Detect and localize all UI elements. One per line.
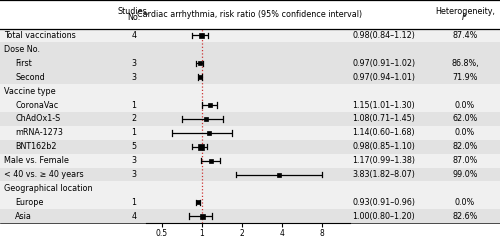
Text: 3: 3 — [132, 59, 136, 68]
Text: ChAdOx1-S: ChAdOx1-S — [15, 114, 60, 124]
Bar — [0, 126, 500, 140]
Text: 4: 4 — [132, 31, 136, 40]
Text: 1.08(0.71–1.45): 1.08(0.71–1.45) — [352, 114, 416, 124]
Bar — [0, 29, 500, 42]
Text: 3: 3 — [132, 73, 136, 82]
Text: 1: 1 — [132, 198, 136, 207]
Bar — [0, 154, 500, 168]
Text: I²: I² — [462, 13, 468, 22]
Text: Studies,: Studies, — [118, 7, 150, 16]
Bar — [0, 195, 500, 209]
Bar — [0, 42, 500, 56]
Bar — [0, 29, 500, 223]
Text: 3: 3 — [132, 170, 136, 179]
Bar — [0, 112, 500, 126]
Text: 5: 5 — [132, 142, 136, 151]
Text: BNT162b2: BNT162b2 — [15, 142, 56, 151]
Text: 87.4%: 87.4% — [452, 31, 477, 40]
Text: First: First — [15, 59, 32, 68]
Bar — [0, 209, 500, 223]
Text: 0.0%: 0.0% — [455, 198, 475, 207]
Text: 87.0%: 87.0% — [452, 156, 477, 165]
Text: 0.98(0.84–1.12): 0.98(0.84–1.12) — [352, 31, 416, 40]
Text: 1.00(0.80–1.20): 1.00(0.80–1.20) — [352, 212, 415, 221]
Text: 82.0%: 82.0% — [452, 142, 477, 151]
Text: 62.0%: 62.0% — [452, 114, 477, 124]
Text: No.: No. — [128, 13, 140, 22]
Bar — [0, 84, 500, 98]
Text: 99.0%: 99.0% — [452, 170, 478, 179]
Text: Heterogeneity,: Heterogeneity, — [435, 7, 495, 16]
Bar — [0, 70, 500, 84]
Text: 0.93(0.91–0.96): 0.93(0.91–0.96) — [352, 198, 416, 207]
Text: 0.97(0.94–1.01): 0.97(0.94–1.01) — [352, 73, 416, 82]
Text: 2: 2 — [132, 114, 136, 124]
Text: CoronaVac: CoronaVac — [15, 100, 58, 110]
Text: 3.83(1.82–8.07): 3.83(1.82–8.07) — [352, 170, 416, 179]
Text: 1.17(0.99–1.38): 1.17(0.99–1.38) — [352, 156, 416, 165]
Text: 71.9%: 71.9% — [452, 73, 478, 82]
Text: 0.97(0.91–1.02): 0.97(0.91–1.02) — [352, 59, 416, 68]
Text: 0.0%: 0.0% — [455, 100, 475, 110]
Text: Cardiac arrhythmia, risk ratio (95% confidence interval): Cardiac arrhythmia, risk ratio (95% conf… — [136, 10, 362, 19]
Text: 82.6%: 82.6% — [452, 212, 477, 221]
Text: < 40 vs. ≥ 40 years: < 40 vs. ≥ 40 years — [4, 170, 84, 179]
Text: Total vaccinations: Total vaccinations — [4, 31, 76, 40]
Text: 1: 1 — [132, 100, 136, 110]
Bar — [0, 98, 500, 112]
Text: Male vs. Female: Male vs. Female — [4, 156, 69, 165]
Text: Europe: Europe — [15, 198, 44, 207]
Text: 3: 3 — [132, 156, 136, 165]
Text: 1.14(0.60–1.68): 1.14(0.60–1.68) — [352, 128, 415, 137]
Text: 86.8%,: 86.8%, — [451, 59, 479, 68]
Bar — [0, 140, 500, 154]
Bar — [0, 168, 500, 182]
Text: Dose No.: Dose No. — [4, 45, 40, 54]
Text: Geographical location: Geographical location — [4, 184, 92, 193]
Text: 4: 4 — [132, 212, 136, 221]
Bar — [0, 56, 500, 70]
Text: 1: 1 — [132, 128, 136, 137]
Bar — [0, 182, 500, 195]
Text: Second: Second — [15, 73, 45, 82]
Text: 0.98(0.85–1.10): 0.98(0.85–1.10) — [352, 142, 416, 151]
Text: mRNA-1273: mRNA-1273 — [15, 128, 63, 137]
Bar — [0, 0, 500, 29]
Text: 1.15(1.01–1.30): 1.15(1.01–1.30) — [352, 100, 415, 110]
Text: Asia: Asia — [15, 212, 32, 221]
Text: 0.0%: 0.0% — [455, 128, 475, 137]
Text: Vaccine type: Vaccine type — [4, 87, 56, 95]
